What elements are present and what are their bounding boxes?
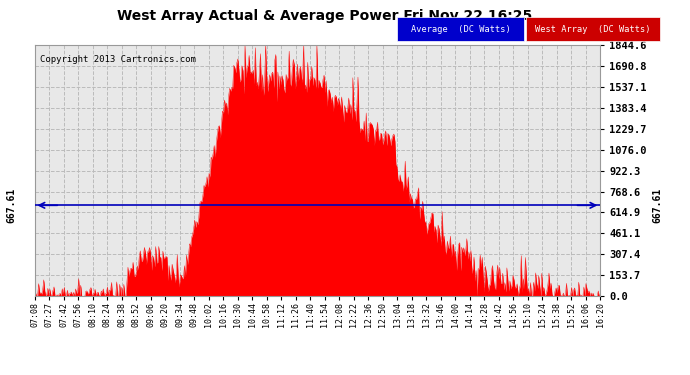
Text: Copyright 2013 Cartronics.com: Copyright 2013 Cartronics.com (40, 55, 196, 64)
Text: Average  (DC Watts): Average (DC Watts) (411, 25, 511, 34)
Text: West Array  (DC Watts): West Array (DC Watts) (535, 25, 651, 34)
Text: 667.61: 667.61 (7, 188, 17, 223)
Text: 667.61: 667.61 (652, 188, 662, 223)
Text: West Array Actual & Average Power Fri Nov 22 16:25: West Array Actual & Average Power Fri No… (117, 9, 532, 23)
